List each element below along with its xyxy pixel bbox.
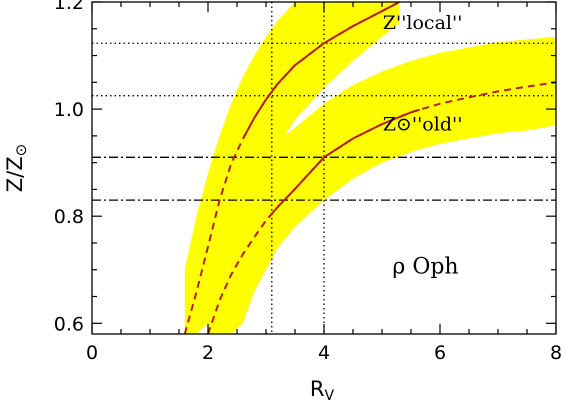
annotation-2: Z⊙''old'' — [383, 114, 463, 136]
x-tick-label: 2 — [202, 342, 214, 364]
x-tick-label: 8 — [550, 342, 562, 364]
band-series-2 — [208, 36, 556, 334]
uncertainty-bands — [184, 2, 556, 334]
annotation-3: ρ Oph — [392, 254, 458, 279]
curve-dashed-series-1 — [183, 2, 400, 334]
annotation-1: Z''local'' — [383, 12, 463, 34]
x-tick-label: 6 — [434, 342, 446, 364]
axis-ticks — [91, 1, 557, 334]
axis-tick-labels: 0 2 4 6 8 0.6 0.8 1.0 1.2 — [54, 0, 562, 364]
y-tick-label: 1.0 — [54, 99, 84, 121]
y-tick-label: 0.6 — [54, 313, 84, 335]
y-tick-label: 0.8 — [54, 206, 84, 228]
x-tick-label: 4 — [318, 342, 330, 364]
y-tick-label: 1.2 — [54, 0, 84, 14]
annotations: Z''local'' Z⊙''old'' ρ Oph — [383, 12, 463, 280]
curve-solid-series-2 — [268, 108, 420, 218]
x-tick-label: 0 — [86, 342, 98, 364]
y-axis-title: Z/Z⊙ — [3, 144, 30, 192]
curve-solid-series-1 — [243, 2, 400, 138]
reference-lines — [92, 2, 556, 334]
model-curves — [183, 2, 556, 334]
x-axis-title: RV — [310, 377, 335, 404]
